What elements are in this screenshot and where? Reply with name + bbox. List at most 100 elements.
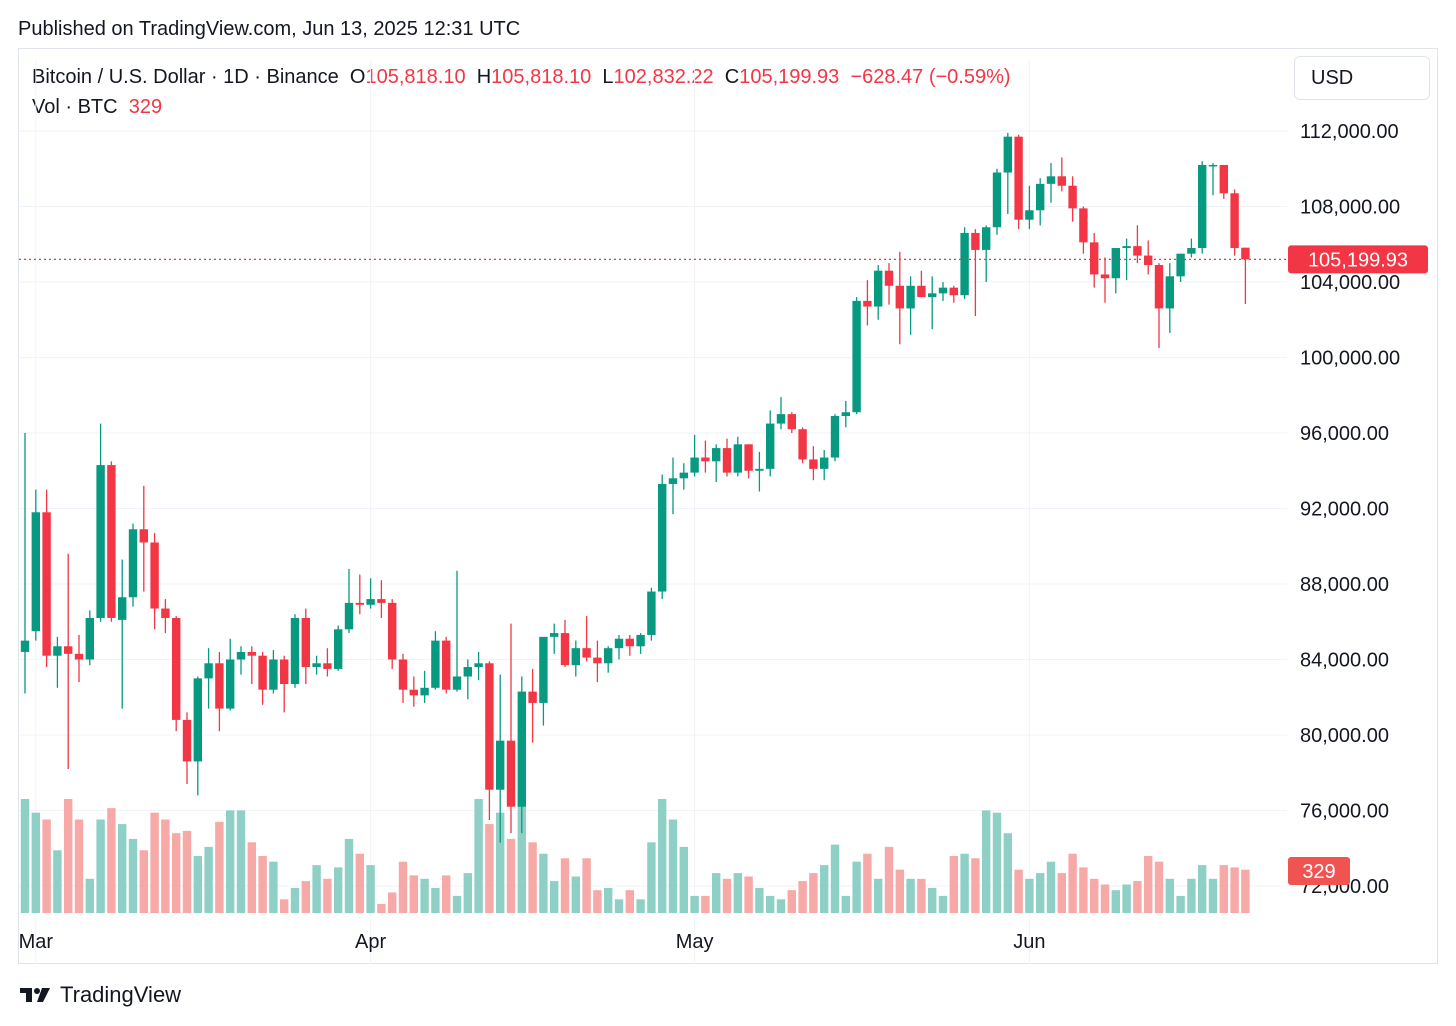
candle-body	[1122, 246, 1131, 249]
candle-body	[550, 633, 559, 637]
candle-body	[636, 634, 645, 647]
volume-bar	[560, 858, 570, 913]
candle-body	[1090, 242, 1099, 275]
candle-body	[269, 659, 278, 690]
volume-value: 329	[128, 96, 163, 118]
candle-body	[1111, 248, 1120, 279]
volume-bar	[820, 865, 829, 913]
candle-body	[668, 478, 678, 484]
volume-bar	[53, 850, 62, 913]
volume-bar	[528, 842, 537, 913]
volume-label[interactable]: Vol · BTC	[32, 96, 118, 118]
volume-bar	[582, 858, 591, 913]
candle-body	[1198, 164, 1207, 249]
candle-body	[204, 663, 213, 679]
volume-bar	[658, 799, 667, 913]
volume-bar	[960, 853, 969, 913]
brand-name[interactable]: TradingView	[60, 982, 182, 1007]
candle-body	[701, 457, 710, 462]
volume-bar	[690, 895, 699, 913]
last-price-tag	[1288, 245, 1428, 274]
volume-bar	[312, 865, 321, 913]
volume-bar	[1036, 873, 1045, 913]
candle-body	[280, 659, 289, 685]
volume-bar	[733, 873, 742, 913]
volume-bar	[355, 853, 364, 913]
candle-body	[938, 287, 948, 294]
candle-body	[398, 659, 408, 690]
candle-body	[787, 414, 796, 430]
volume-bar	[42, 819, 51, 913]
footer-brand: TradingView	[18, 982, 181, 1008]
y-tick-label: 112,000.00	[1300, 121, 1399, 143]
candle-body	[1154, 265, 1164, 309]
volume-bar	[506, 838, 516, 913]
currency-button[interactable]: USD	[1294, 56, 1430, 100]
symbol-title[interactable]: Bitcoin / U.S. Dollar · 1D · Binance	[32, 66, 339, 88]
candle-body	[474, 663, 483, 668]
candle-body	[42, 512, 51, 656]
candle-body	[776, 414, 786, 424]
volume-bar	[150, 812, 159, 913]
candle-body	[647, 591, 656, 635]
candle-body	[722, 448, 732, 473]
candle-body	[863, 300, 872, 307]
candle-body	[528, 691, 537, 703]
volume-bar	[1090, 878, 1099, 913]
candle-body	[895, 285, 904, 309]
volume-bar	[20, 799, 30, 913]
candle-body	[1046, 176, 1056, 184]
volume-bar	[323, 878, 332, 913]
volume-bar	[766, 895, 775, 913]
volume-bar	[474, 799, 483, 913]
volume-bar	[1154, 861, 1164, 913]
volume-bar	[992, 812, 1002, 913]
volume-bar	[625, 890, 634, 913]
volume-bar	[1122, 884, 1131, 913]
volume-bar	[787, 890, 796, 913]
candle-body	[1025, 210, 1034, 220]
candle-body	[193, 678, 202, 762]
volume-bar	[604, 887, 613, 913]
candle-body	[830, 416, 840, 458]
candle-body	[625, 638, 634, 647]
volume-bar	[982, 810, 991, 913]
candle-body	[323, 663, 332, 669]
candle-body	[1165, 276, 1174, 309]
volume-bar	[1046, 861, 1056, 913]
y-tick-label: 84,000.00	[1300, 650, 1389, 672]
volume-bar	[463, 873, 472, 913]
candle-body	[463, 667, 472, 677]
candle-body	[679, 472, 688, 479]
candle-body	[150, 542, 159, 609]
volume-bar	[1241, 869, 1250, 913]
volume-bar	[431, 887, 440, 913]
volume-bar	[398, 861, 408, 913]
x-tick-label: Jun	[1013, 931, 1045, 953]
volume-bar	[517, 799, 526, 913]
candle-body	[1003, 136, 1012, 173]
volume-bar	[420, 878, 429, 913]
volume-bar	[182, 830, 192, 913]
volume-bar	[215, 821, 224, 913]
volume-bar	[928, 887, 937, 913]
candle-body	[496, 740, 505, 790]
candle-body	[118, 597, 127, 620]
candle-body	[442, 640, 451, 690]
candle-body	[809, 459, 818, 469]
candle-body	[755, 468, 764, 471]
volume-bar	[1230, 867, 1239, 913]
volume-bar	[776, 899, 786, 913]
candle-body	[1068, 185, 1077, 209]
volume-bar	[744, 876, 753, 913]
volume-bar	[280, 899, 289, 913]
candle-body	[766, 423, 775, 469]
volume-bar	[668, 819, 678, 913]
candle-body	[1187, 248, 1196, 254]
y-tick-label: 88,000.00	[1300, 574, 1389, 596]
candle-body	[798, 429, 807, 460]
volume-bar	[74, 819, 84, 913]
volume-bar	[1014, 869, 1023, 913]
candle-body	[1057, 176, 1066, 186]
